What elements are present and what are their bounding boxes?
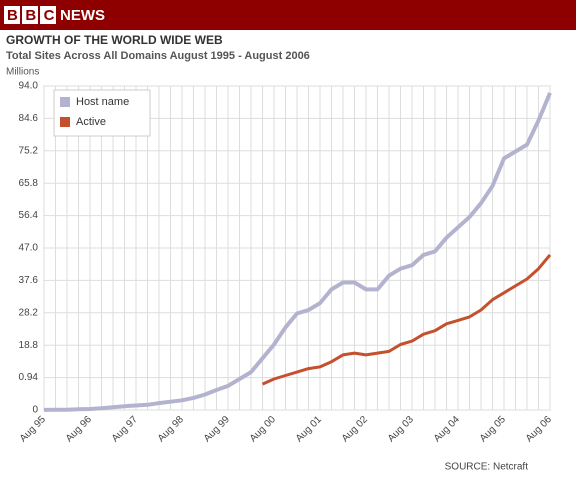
y-tick-label: 94.0 [19, 81, 39, 92]
legend-swatch [60, 97, 70, 107]
x-tick-label: Aug 99 [202, 414, 232, 444]
legend-box [53, 89, 151, 137]
logo-box [22, 6, 38, 24]
x-tick-label: Aug 05 [478, 414, 508, 444]
legend-swatch [60, 117, 70, 127]
y-tick-label: 75.2 [19, 145, 39, 156]
logo: BBC [7, 7, 62, 24]
x-tick-label: Aug 04 [432, 414, 462, 444]
legend-label: Active [76, 116, 106, 128]
logo-box [4, 6, 20, 24]
y-tick-label: 47.0 [19, 243, 39, 254]
y-tick-label: 28.2 [19, 307, 39, 318]
x-tick-label: Aug 95 [18, 414, 48, 444]
chart-title: GROWTH OF THE WORLD WIDE WEB [6, 33, 223, 47]
x-tick-label: Aug 02 [340, 414, 370, 444]
y-tick-label: 0.94 [19, 372, 39, 383]
chart-subtitle: Total Sites Across All Domains August 19… [6, 50, 310, 62]
series-line [261, 253, 552, 386]
y-axis-label: Millions [6, 67, 39, 78]
header-bar [0, 0, 576, 30]
series-line [43, 92, 552, 412]
x-tick-label: Aug 00 [248, 414, 278, 444]
source: SOURCE: Netcraft [445, 462, 529, 473]
y-tick-label: 65.8 [19, 178, 39, 189]
x-tick-label: Aug 03 [386, 414, 416, 444]
section: NEWS [60, 7, 105, 24]
x-tick-label: Aug 06 [524, 414, 554, 444]
y-tick-label: 84.6 [19, 113, 39, 124]
x-tick-label: Aug 01 [294, 414, 324, 444]
x-tick-label: Aug 97 [110, 414, 140, 444]
y-tick-label: 18.8 [19, 340, 39, 351]
x-tick-label: Aug 98 [156, 414, 186, 444]
logo-box [40, 6, 56, 24]
x-tick-label: Aug 96 [64, 414, 94, 444]
y-tick-label: 56.4 [19, 210, 39, 221]
y-tick-label: 0 [32, 405, 38, 416]
y-tick-label: 37.6 [19, 275, 39, 286]
legend-label: Host name [76, 96, 129, 108]
